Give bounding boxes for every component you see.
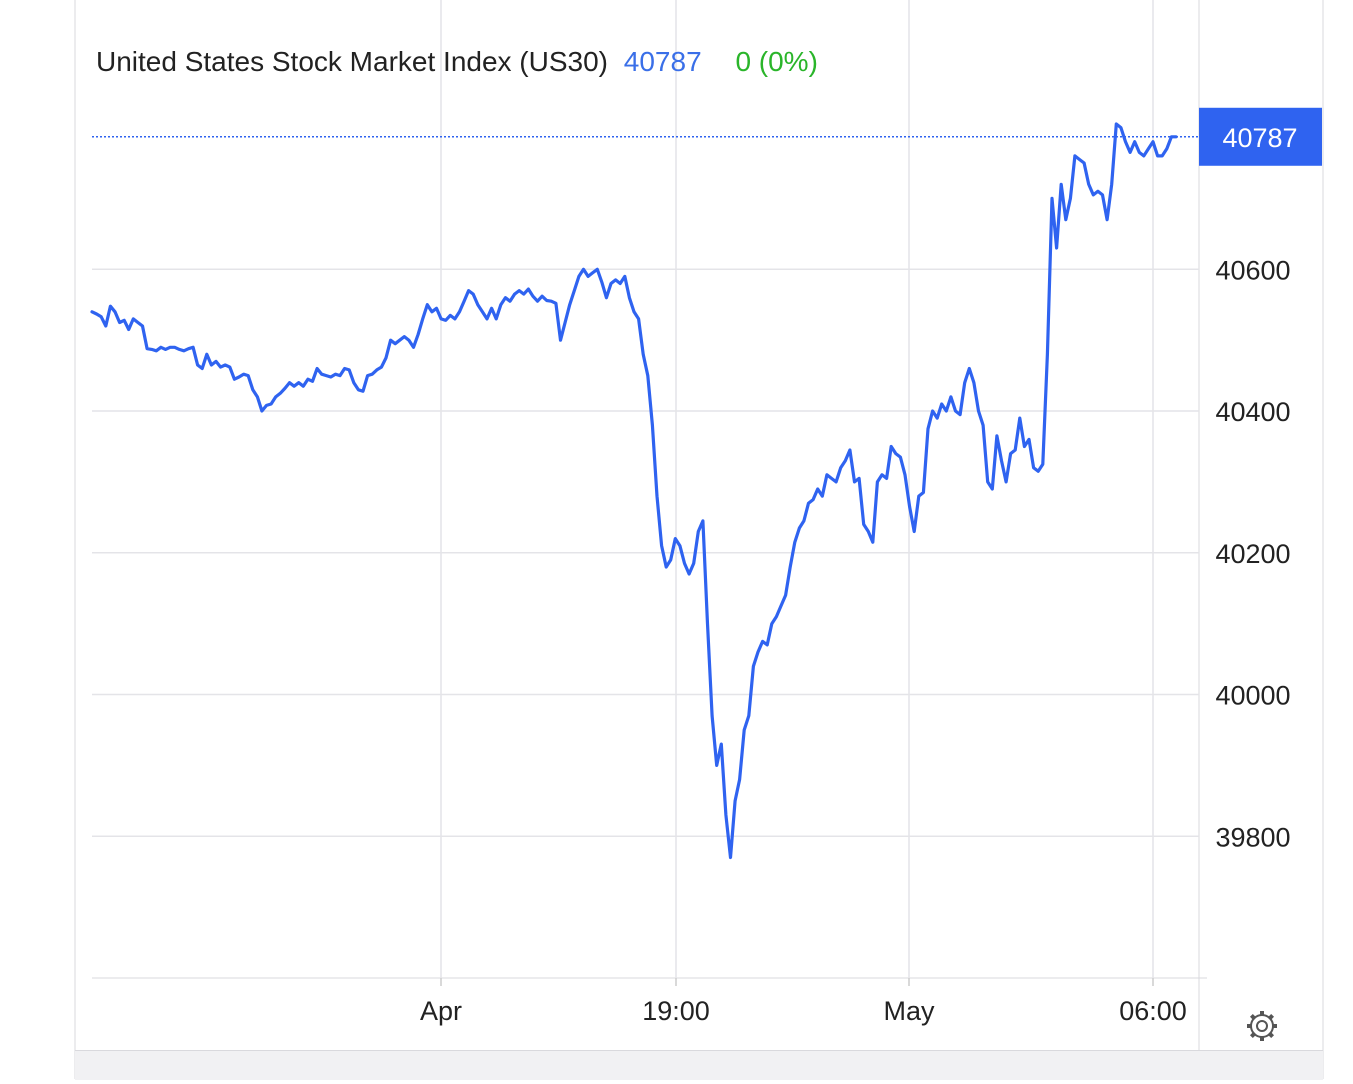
settings-button[interactable]	[1244, 1008, 1280, 1044]
x-tick-label: Apr	[420, 996, 462, 1026]
y-tick-label: 40000	[1215, 681, 1290, 711]
chart-header: United States Stock Market Index (US30) …	[96, 46, 818, 78]
current-price: 40787	[623, 46, 702, 77]
y-tick-label: 40600	[1215, 255, 1290, 285]
last-price-tag-label: 40787	[1222, 123, 1297, 153]
series-group	[90, 122, 1178, 860]
y-tick-label: 40200	[1215, 539, 1290, 569]
x-tick-label: 06:00	[1119, 996, 1187, 1026]
chart-border	[74, 0, 1324, 1079]
price-change: 0 (0%)	[735, 46, 818, 77]
grid-lines	[92, 0, 1199, 978]
last-price-tag	[1199, 107, 1322, 166]
x-axis: Apr 19:00 May 06:00	[420, 978, 1187, 1026]
y-tick-label: 40400	[1215, 397, 1290, 427]
chart-title: United States Stock Market Index (US30)	[96, 46, 608, 77]
last-price-marker: 40787	[92, 107, 1322, 166]
x-tick-label: 19:00	[642, 996, 710, 1026]
x-tick-label: May	[883, 996, 935, 1026]
bottom-scroll-area	[75, 1050, 1323, 1080]
y-axis: 39800 40000 40200 40400 40600	[1215, 255, 1290, 852]
gear-icon	[1247, 1011, 1277, 1041]
series-line	[90, 122, 1178, 860]
y-tick-label: 39800	[1215, 822, 1290, 852]
